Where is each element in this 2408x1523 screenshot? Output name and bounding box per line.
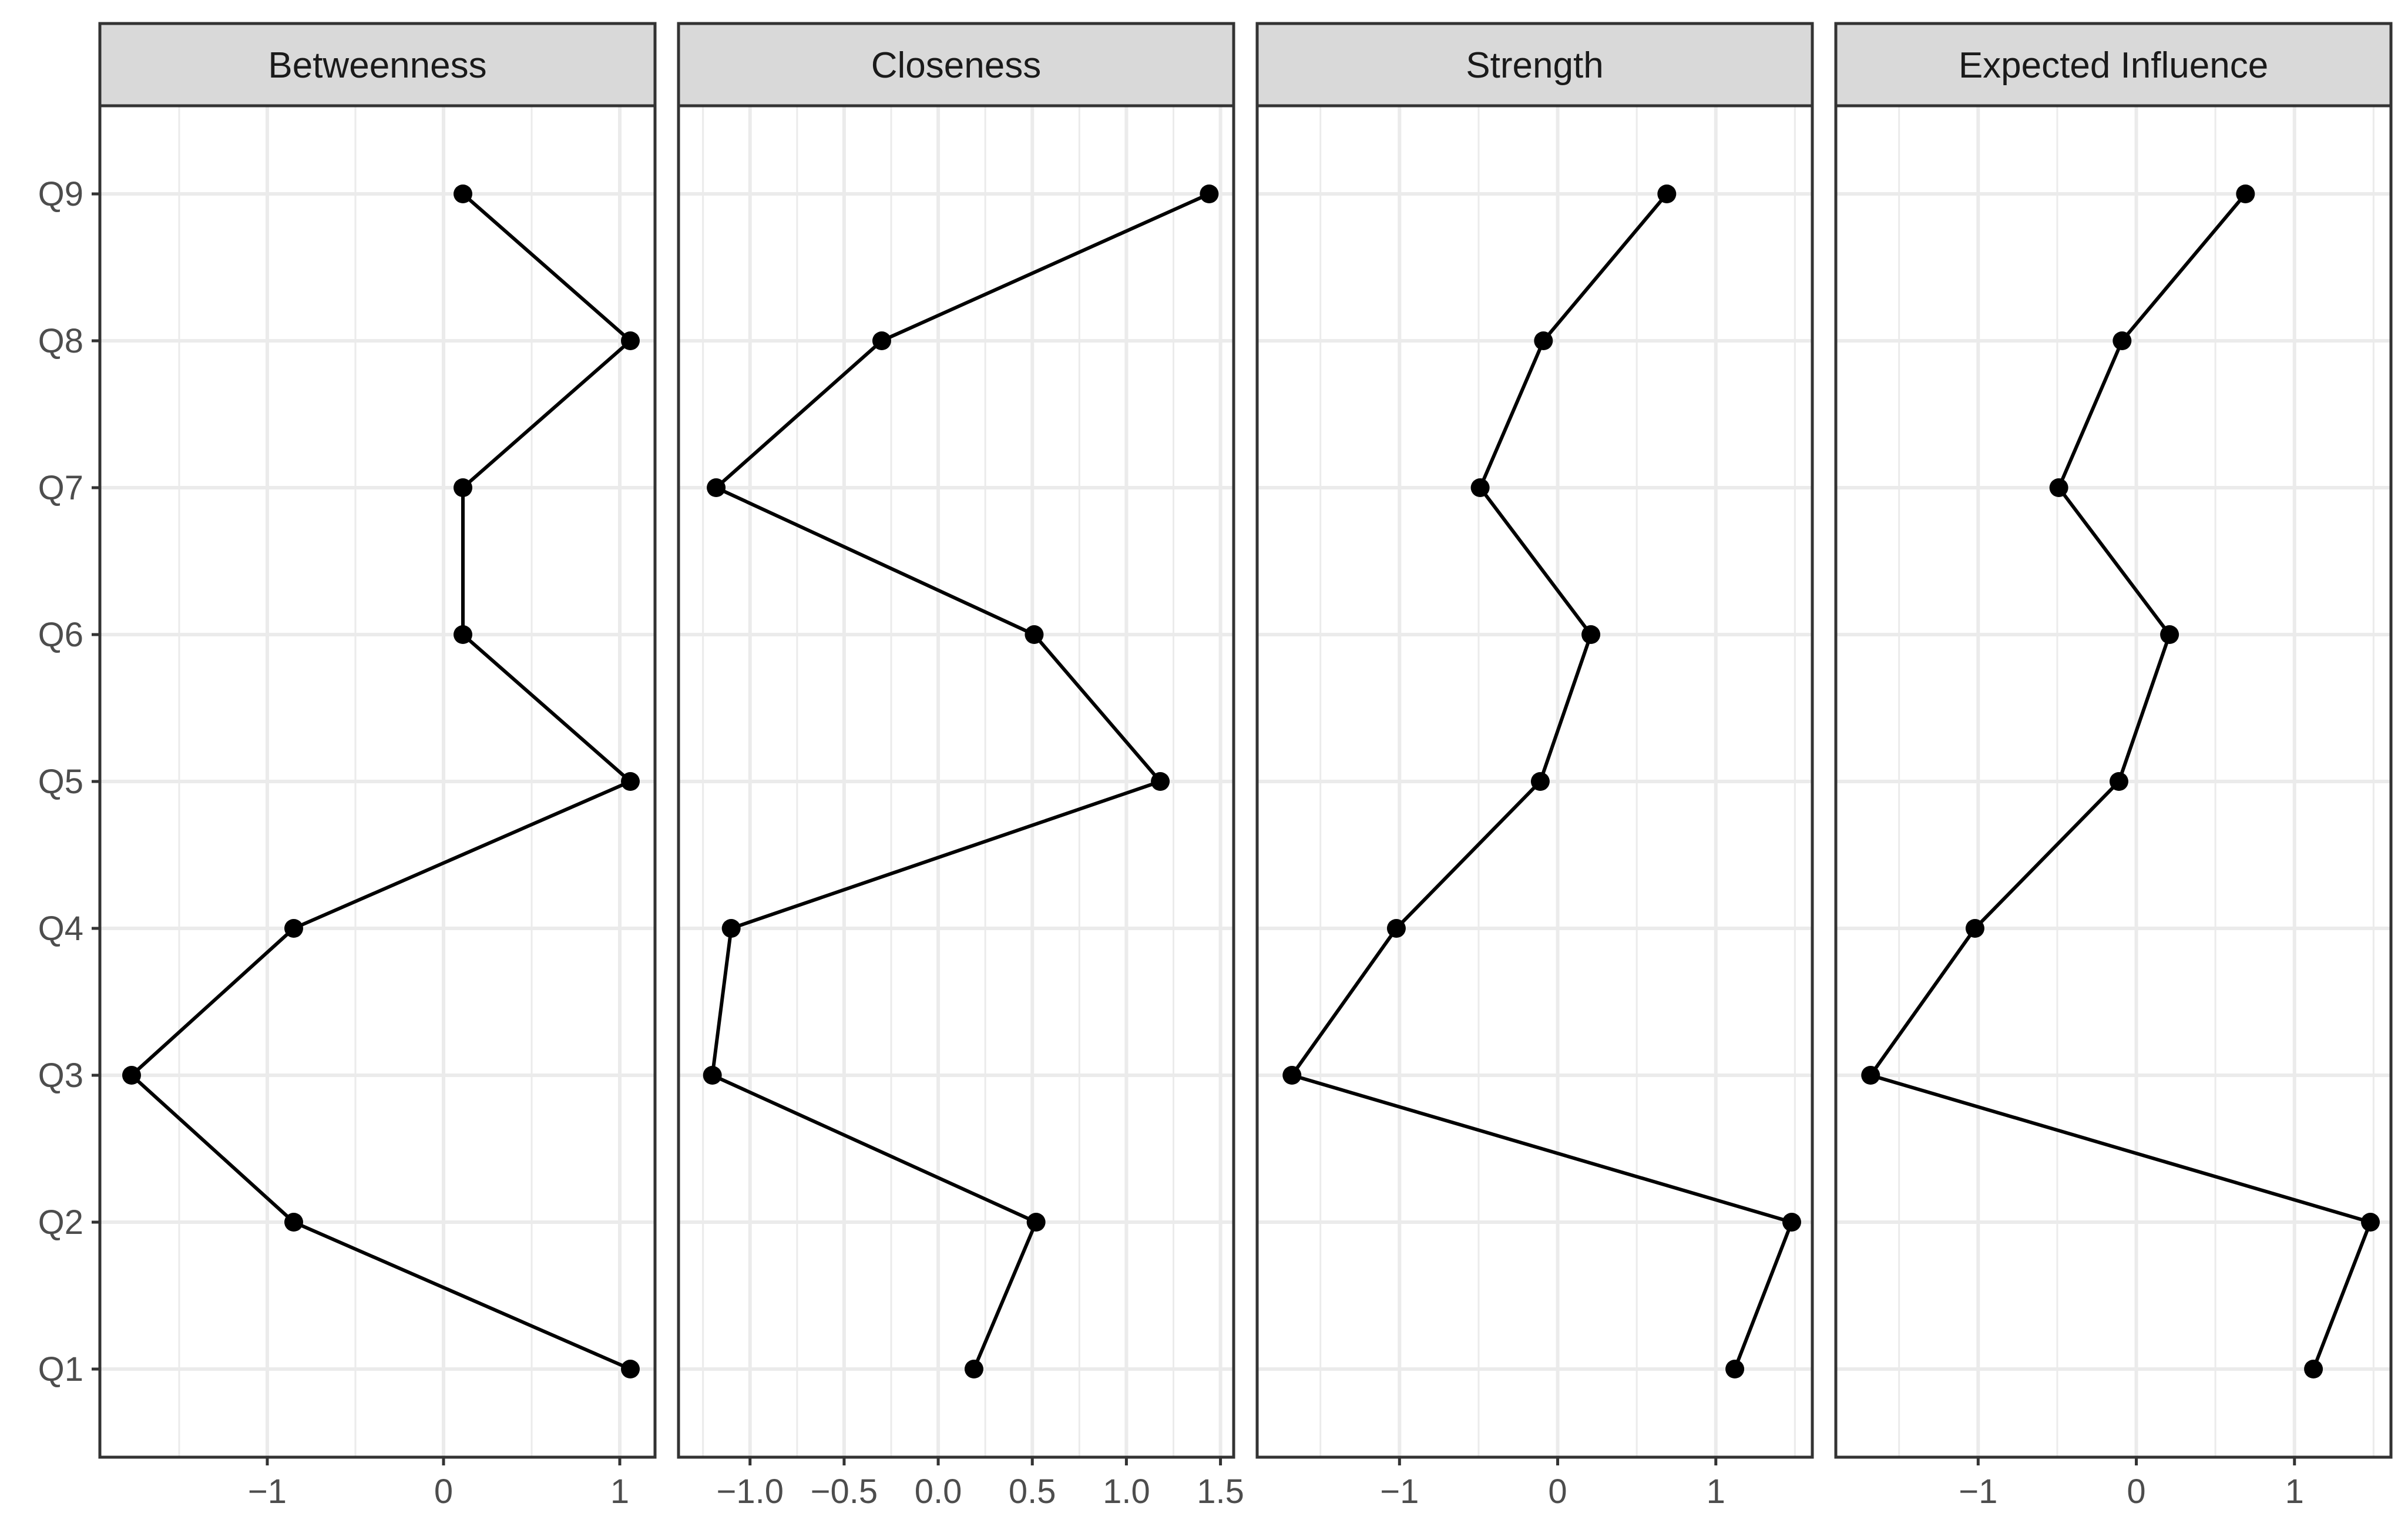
data-point-q8	[1534, 331, 1553, 350]
data-point-q8	[621, 331, 640, 350]
data-point-q1	[1725, 1360, 1745, 1378]
x-tick-label: 0	[434, 1472, 453, 1511]
y-tick-label: Q6	[38, 616, 83, 654]
data-point-q9	[454, 184, 472, 203]
x-tick-label: −1	[248, 1472, 287, 1511]
panel-3: Expected Influence −1 0 1	[1834, 22, 2393, 1511]
panel-2: Strength −1 0 1	[1255, 22, 1814, 1511]
panel-border	[1255, 104, 1814, 1459]
panel-0: Betweenness −1 0 1	[98, 22, 657, 1511]
data-point-q1	[2304, 1360, 2323, 1378]
data-point-q5	[621, 772, 640, 791]
x-tick-label: −0.5	[811, 1472, 878, 1511]
x-tick-label: 1	[1707, 1472, 1725, 1511]
data-point-q3	[703, 1066, 722, 1085]
x-tick-label: 0	[2127, 1472, 2145, 1511]
data-point-q8	[2113, 331, 2132, 350]
panel-border	[1834, 104, 2393, 1459]
y-tick-label: Q4	[38, 910, 83, 948]
data-point-q4	[284, 919, 303, 938]
x-tick-label: 0.5	[1009, 1472, 1056, 1511]
data-point-q9	[2236, 184, 2255, 203]
data-point-q3	[1861, 1066, 1880, 1085]
strip-title: Closeness	[871, 45, 1041, 86]
data-point-q7	[2049, 478, 2068, 497]
data-point-q7	[707, 478, 726, 497]
strip-title: Betweenness	[268, 45, 486, 86]
data-point-q2	[1782, 1213, 1801, 1232]
strip-title: Strength	[1466, 45, 1603, 86]
y-tick-label: Q7	[38, 469, 83, 507]
x-tick-label: −1.0	[716, 1472, 784, 1511]
x-tick-label: 1.5	[1197, 1472, 1244, 1511]
data-point-q1	[621, 1360, 640, 1378]
data-point-q7	[1470, 478, 1490, 497]
data-point-q7	[454, 478, 472, 497]
strip-background	[1834, 22, 2393, 108]
data-point-q4	[1386, 919, 1406, 938]
strip-title: Expected Influence	[1959, 45, 2268, 86]
data-point-q4	[721, 919, 741, 938]
data-point-q3	[122, 1066, 141, 1085]
x-tick-label: 1	[610, 1472, 629, 1511]
strip-background	[98, 22, 657, 108]
y-axis: Q1 Q2 Q3 Q4 Q5 Q6 Q7 Q8 Q9	[38, 175, 100, 1388]
y-tick-label: Q8	[38, 322, 83, 360]
data-point-q4	[1965, 919, 1984, 938]
data-point-q9	[1657, 184, 1677, 203]
y-tick-label: Q1	[38, 1350, 83, 1388]
y-tick-label: Q9	[38, 175, 83, 213]
x-tick-label: 1.0	[1103, 1472, 1150, 1511]
data-point-q6	[2160, 625, 2179, 644]
x-tick-label: 1	[2285, 1472, 2304, 1511]
panel-1: Closeness −1.0 −0.5 0.0 0.5 1.0 1.5	[677, 22, 1244, 1511]
panel-border	[677, 104, 1235, 1459]
y-tick-label: Q3	[38, 1056, 83, 1095]
data-point-q6	[1581, 625, 1601, 644]
data-point-q2	[1026, 1213, 1046, 1232]
x-tick-label: −1	[1380, 1472, 1419, 1511]
data-point-q2	[2361, 1213, 2380, 1232]
data-point-q2	[284, 1213, 303, 1232]
y-tick-label: Q2	[38, 1203, 83, 1242]
x-tick-label: 0.0	[915, 1472, 962, 1511]
data-point-q3	[1282, 1066, 1302, 1085]
data-point-q5	[1530, 772, 1550, 791]
data-point-q6	[454, 625, 472, 644]
data-point-q8	[872, 331, 891, 350]
y-tick-label: Q5	[38, 763, 83, 801]
data-point-q9	[1200, 184, 1219, 203]
data-point-q1	[964, 1360, 983, 1378]
x-tick-label: −1	[1959, 1472, 1997, 1511]
strip-background	[677, 22, 1235, 108]
data-point-q6	[1025, 625, 1044, 644]
data-point-q5	[1151, 772, 1170, 791]
x-tick-label: 0	[1548, 1472, 1567, 1511]
data-point-q5	[2109, 772, 2128, 791]
